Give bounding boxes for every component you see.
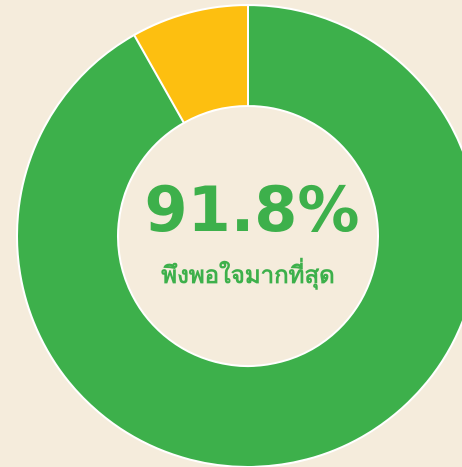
donut-segment: [16, 3, 462, 467]
center-label: พึงพอใจมากที่สุด: [161, 257, 334, 291]
center-value: 91.8%: [144, 173, 359, 246]
donut-segment: [132, 3, 249, 125]
